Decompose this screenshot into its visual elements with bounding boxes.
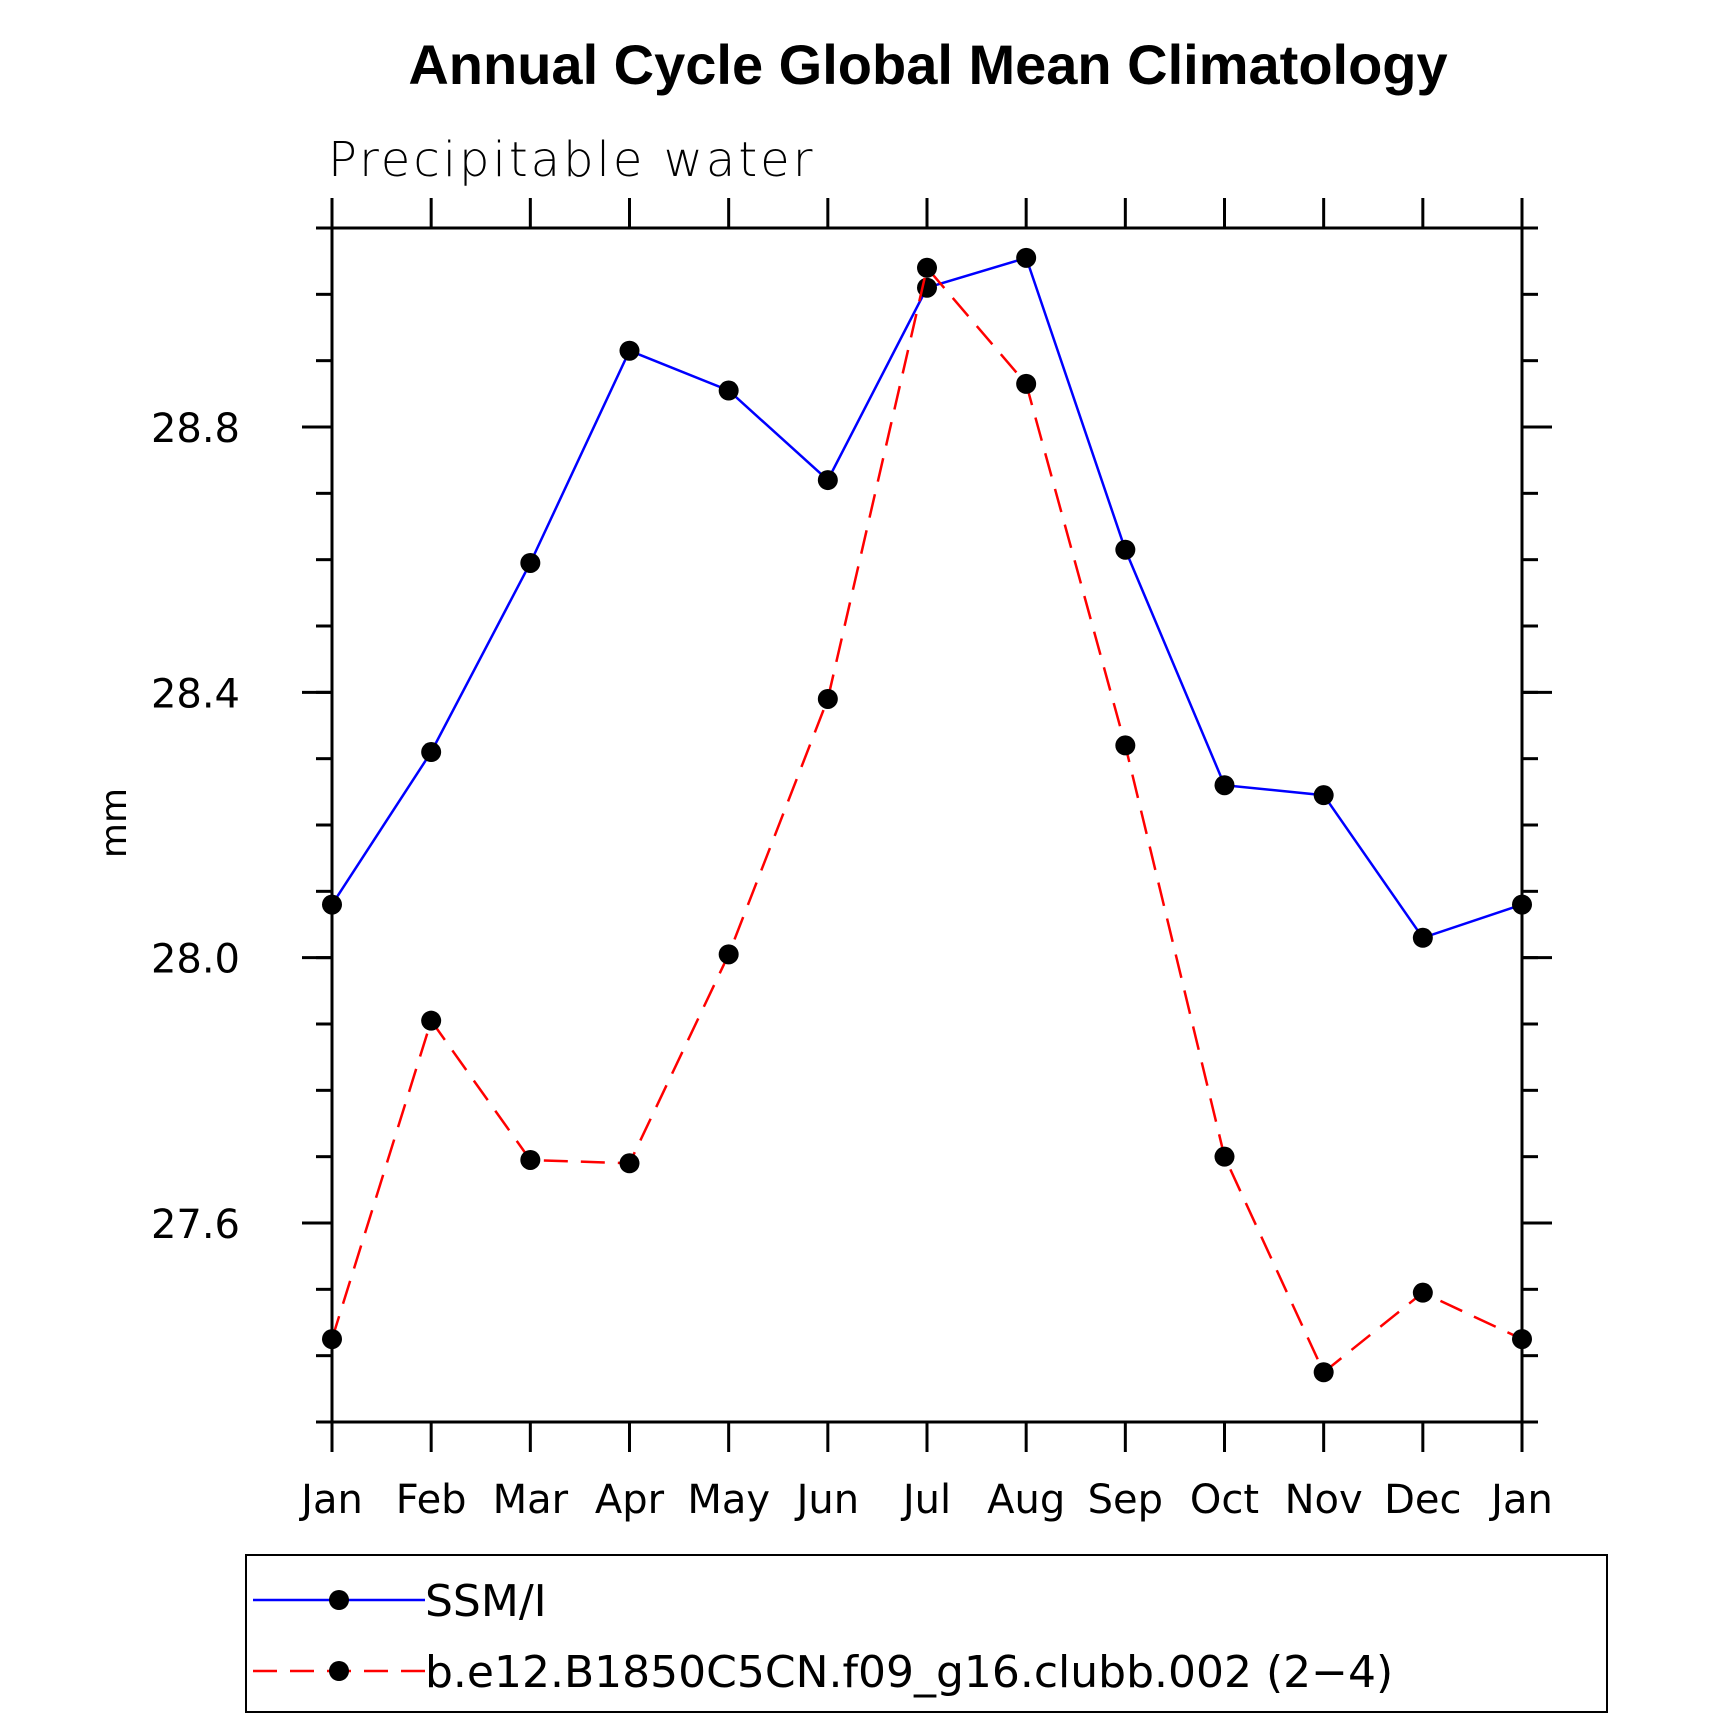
- axes: Jan Feb Mar Apr May Jun Jul Aug Sep Oct Nov Dec Jan 2…: [151, 198, 1553, 1523]
- x-tick-label: May: [687, 1477, 770, 1523]
- series-0-point: [1313, 785, 1334, 806]
- x-tick-label: Oct: [1190, 1477, 1259, 1523]
- x-tick-label: Jan: [298, 1477, 363, 1523]
- series-1-point: [817, 688, 838, 709]
- series-line-0: [330, 256, 1523, 940]
- series-0-point: [322, 894, 342, 915]
- series-0-point: [619, 340, 640, 361]
- x-tick-label: Jun: [794, 1477, 860, 1523]
- series-0-point: [817, 470, 838, 491]
- series-1-point: [520, 1149, 541, 1170]
- series-0-point: [421, 742, 442, 763]
- series-1-point: [1214, 1146, 1235, 1167]
- series-1-point: [322, 1329, 342, 1350]
- legend-marker-0: [329, 1590, 349, 1610]
- y-tick-label: 28.8: [151, 406, 240, 452]
- x-tick-label: Mar: [493, 1477, 569, 1523]
- x-tick-label: Dec: [1384, 1477, 1461, 1523]
- series-1-point: [421, 1010, 442, 1031]
- series-0-point: [1016, 247, 1037, 268]
- series-0-point: [1512, 894, 1532, 915]
- legend-marker-1: [329, 1661, 349, 1681]
- series-1-point: [1412, 1282, 1433, 1303]
- series-1-point: [1313, 1362, 1334, 1383]
- series-1-point: [619, 1153, 640, 1174]
- y-tick-label: 28.4: [151, 671, 240, 717]
- series-1-point: [1115, 735, 1136, 756]
- x-tick-label: Nov: [1285, 1477, 1363, 1523]
- x-tick-label: Feb: [396, 1477, 467, 1523]
- legend-box: [245, 1554, 1608, 1713]
- series-0-point: [520, 552, 541, 573]
- series-1-point: [1512, 1329, 1532, 1350]
- series-1-point: [1016, 373, 1037, 394]
- x-tick-label: Aug: [987, 1477, 1065, 1523]
- series-0-point: [1412, 927, 1433, 948]
- series-1-point: [917, 257, 937, 278]
- y-axis-label: mm: [94, 788, 135, 858]
- series-1-point: [718, 944, 739, 965]
- legend: SSM/I b.e12.B1850C5CN.f09_g16.clubb.002 (…: [245, 1554, 1608, 1713]
- y-tick-label: 28.0: [151, 937, 240, 983]
- y-tick-label: 27.6: [151, 1202, 240, 1248]
- chart-title: Annual Cycle Global Mean Climatology: [408, 33, 1447, 96]
- series-0-point: [1214, 775, 1235, 796]
- x-tick-label: Apr: [595, 1477, 665, 1523]
- x-tick-label: Sep: [1088, 1477, 1163, 1523]
- x-tick-label: Jan: [1488, 1477, 1553, 1523]
- series-0-point: [718, 380, 739, 401]
- series-layer: [322, 247, 1532, 1383]
- chart-subtitle: Precipitable water: [328, 132, 815, 188]
- legend-label: SSM/I: [425, 1576, 547, 1627]
- series-line-1: [330, 265, 1523, 1375]
- series-0-point: [1115, 539, 1136, 560]
- legend-label: b.e12.B1850C5CN.f09_g16.clubb.002 (2−4): [425, 1647, 1393, 1698]
- x-tick-label: Jul: [900, 1477, 951, 1523]
